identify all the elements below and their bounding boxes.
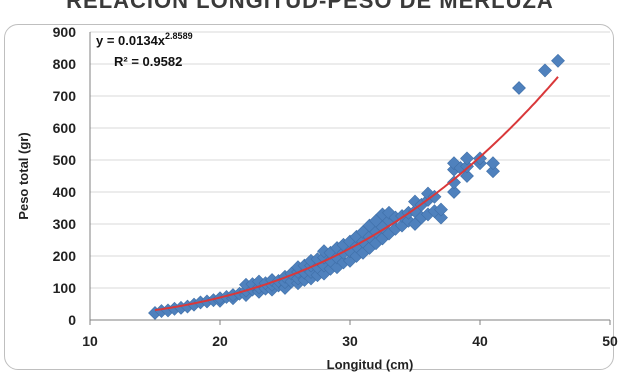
- y-tick-label: 0: [68, 312, 76, 328]
- chart-frame: [4, 24, 614, 370]
- data-point: [427, 189, 442, 204]
- x-tick-label: 20: [212, 333, 228, 349]
- data-point: [447, 175, 461, 190]
- x-axis-title: Longitud (cm): [327, 357, 414, 372]
- data-point: [434, 202, 448, 217]
- data-point: [460, 169, 474, 183]
- r-squared-label: R² = 0.9582: [114, 54, 182, 69]
- equation-base: y = 0.0134x: [96, 33, 166, 48]
- equation-label: y = 0.0134x2.8589: [96, 31, 193, 48]
- data-point: [551, 53, 565, 68]
- x-tick-label: 30: [342, 333, 358, 349]
- data-point: [460, 151, 474, 166]
- y-tick-label: 700: [53, 88, 77, 104]
- x-tick-label: 50: [602, 333, 618, 349]
- equation-exponent: 2.8589: [165, 31, 193, 41]
- y-tick-label: 300: [53, 216, 77, 232]
- trendline: [154, 76, 559, 312]
- x-tick-label: 40: [472, 333, 488, 349]
- y-tick-label: 900: [53, 24, 77, 40]
- y-tick-label: 800: [53, 56, 77, 72]
- y-tick-label: 400: [53, 184, 77, 200]
- data-point: [486, 156, 500, 171]
- chart-title: RELACION LONGITUD-PESO DE MERLUZA: [66, 0, 554, 13]
- y-tick-label: 100: [53, 280, 77, 296]
- data-point: [486, 164, 500, 179]
- y-axis-title: Peso total (gr): [16, 132, 31, 219]
- data-point: [538, 63, 552, 78]
- data-point: [434, 210, 448, 225]
- x-tick-label: 10: [82, 333, 98, 349]
- y-tick-label: 500: [53, 152, 77, 168]
- data-point: [512, 81, 526, 95]
- y-tick-label: 200: [53, 248, 77, 264]
- data-point: [447, 185, 461, 199]
- y-tick-label: 600: [53, 120, 77, 136]
